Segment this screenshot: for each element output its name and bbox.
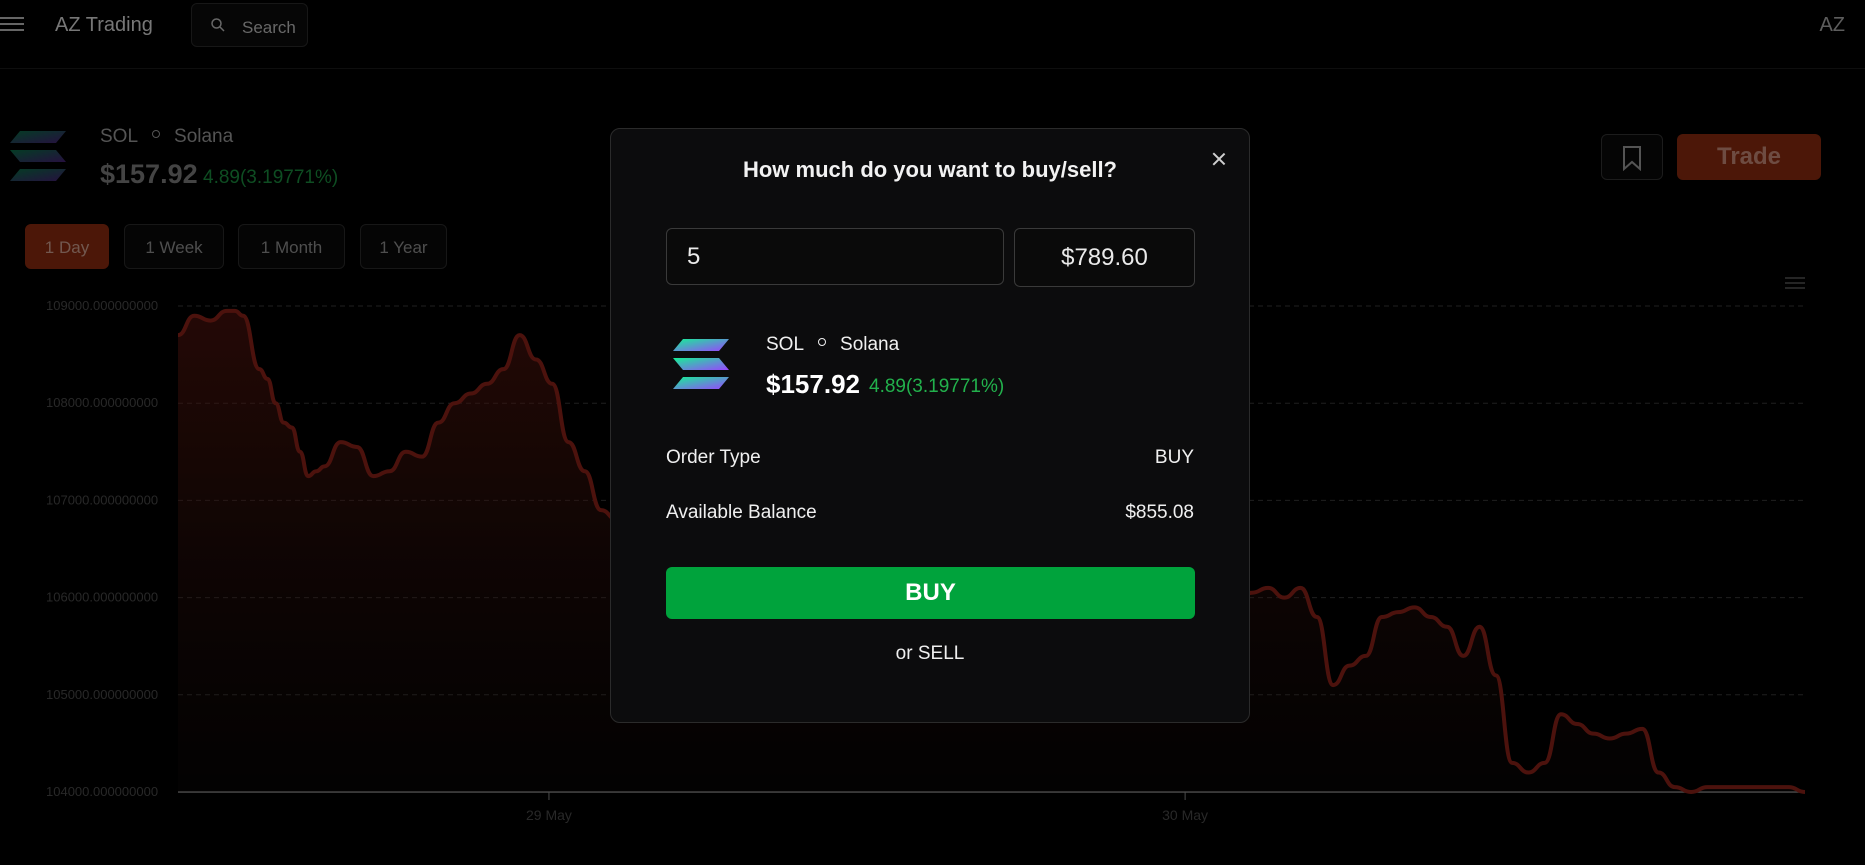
y-tick-label: 104000.000000000 xyxy=(46,784,158,799)
solana-logo-icon xyxy=(10,131,66,181)
separator-dot xyxy=(818,337,827,346)
range-1-month-button[interactable]: 1 Month xyxy=(238,224,345,269)
search-box[interactable]: Search xyxy=(191,3,308,47)
y-tick-label: 106000.000000000 xyxy=(46,590,158,605)
range-1-day-button[interactable]: 1 Day xyxy=(25,224,109,269)
asset-name: Solana xyxy=(174,126,234,147)
sell-link[interactable]: or SELL xyxy=(895,643,965,664)
buy-button[interactable]: BUY xyxy=(666,567,1195,619)
top-bar: AZ Trading Search AZ xyxy=(0,0,1865,69)
bookmark-button[interactable] xyxy=(1601,134,1663,180)
x-tick-label: 30 May xyxy=(1162,807,1208,823)
price-area xyxy=(178,310,1805,792)
asset-symbol: SOL xyxy=(100,126,139,147)
search-placeholder[interactable]: Search xyxy=(242,18,296,37)
order-type-label: Order Type xyxy=(666,447,761,468)
range-1-week-button[interactable]: 1 Week xyxy=(124,224,224,269)
trade-modal: How much do you want to buy/sell? SOL Sol… xyxy=(610,128,1250,723)
asset-change: 4.89(3.19771%) xyxy=(203,167,339,188)
y-tick-label: 109000.000000000 xyxy=(46,298,158,313)
modal-asset-identity: SOL Solana xyxy=(766,334,899,356)
available-balance-value: $855.08 xyxy=(1125,502,1194,523)
trade-button[interactable]: Trade xyxy=(1677,134,1821,180)
modal-title: How much do you want to buy/sell? xyxy=(742,157,1117,182)
brand-title: AZ Trading xyxy=(55,14,153,36)
modal-asset-price: $157.92 xyxy=(766,369,860,399)
close-icon[interactable] xyxy=(1209,149,1229,169)
separator-dot xyxy=(152,129,161,138)
x-tick-label: 29 May xyxy=(526,807,572,823)
order-type-value: BUY xyxy=(1154,447,1194,468)
bookmark-icon xyxy=(1623,146,1641,171)
available-balance-label: Available Balance xyxy=(666,502,817,523)
asset-identity: SOL Solana xyxy=(100,126,233,148)
quantity-input[interactable] xyxy=(666,228,1004,285)
modal-asset-change: 4.89(3.19771%) xyxy=(869,376,1005,397)
y-tick-label: 107000.000000000 xyxy=(46,492,158,507)
hamburger-menu-icon[interactable] xyxy=(0,17,24,33)
range-1-year-button[interactable]: 1 Year xyxy=(360,224,447,269)
asset-price: $157.92 xyxy=(100,159,198,189)
modal-asset-symbol: SOL xyxy=(766,334,805,355)
solana-logo-icon xyxy=(673,339,729,389)
y-tick-label: 105000.000000000 xyxy=(46,687,158,702)
search-icon xyxy=(211,18,225,32)
user-avatar[interactable]: AZ xyxy=(1819,14,1845,36)
y-tick-label: 108000.000000000 xyxy=(46,395,158,410)
chart-menu-icon[interactable] xyxy=(1785,277,1805,291)
modal-asset-name: Solana xyxy=(840,334,900,355)
amount-input[interactable] xyxy=(1014,228,1195,287)
